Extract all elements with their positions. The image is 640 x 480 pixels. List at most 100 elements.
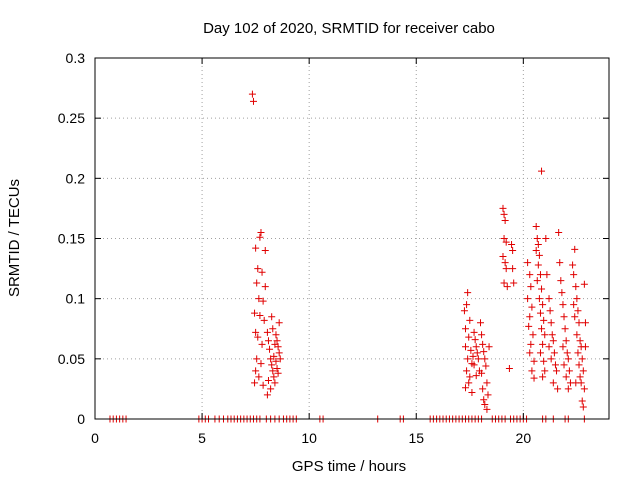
data-point-marker	[258, 340, 266, 348]
data-point-marker	[480, 396, 488, 404]
data-point-marker	[561, 325, 569, 333]
x-tick-label: 5	[198, 430, 206, 446]
data-point-marker	[563, 349, 571, 357]
data-point-marker	[560, 313, 568, 321]
data-point-marker	[530, 374, 538, 382]
data-point-marker	[249, 97, 257, 105]
data-point-marker	[534, 241, 542, 249]
data-point-marker	[500, 210, 508, 218]
data-point-marker	[472, 343, 480, 351]
data-point-marker	[540, 357, 548, 365]
data-point-marker	[477, 319, 484, 327]
data-point-marker	[470, 328, 478, 336]
data-point-marker	[569, 261, 577, 269]
data-point-marker	[575, 361, 583, 369]
y-tick-label: 0.25	[58, 110, 85, 126]
data-point-marker	[261, 283, 269, 291]
data-point-marker	[542, 235, 550, 242]
data-point-marker	[261, 247, 269, 255]
data-point-marker	[528, 367, 536, 375]
data-point-marker	[540, 316, 548, 324]
data-point-marker	[259, 381, 267, 389]
data-point-marker	[485, 343, 493, 351]
data-point-marker	[263, 391, 271, 399]
data-point-marker	[533, 235, 541, 242]
data-point-marker	[479, 340, 487, 348]
data-point-marker	[546, 307, 554, 315]
data-point-marker	[263, 328, 271, 336]
data-point-marker	[532, 247, 540, 255]
data-point-marker	[462, 343, 470, 351]
data-point-marker	[274, 369, 282, 377]
data-point-marker	[538, 167, 546, 175]
data-point-marker	[571, 313, 579, 321]
data-point-marker	[466, 316, 474, 324]
data-point-marker	[562, 337, 570, 345]
data-point-marker	[547, 319, 555, 327]
data-point-marker	[524, 259, 532, 267]
data-point-marker	[275, 319, 283, 327]
data-point-marker	[536, 309, 544, 317]
data-point-marker	[499, 253, 507, 261]
data-point-marker	[465, 379, 473, 387]
data-point-marker	[560, 361, 568, 369]
data-point-marker	[547, 355, 555, 363]
data-point-marker	[509, 247, 517, 255]
x-tick-label: 20	[516, 430, 532, 446]
data-point-marker	[481, 401, 489, 409]
data-point-marker	[534, 261, 542, 269]
data-point-marker	[484, 391, 492, 399]
data-point-marker	[575, 319, 583, 327]
data-point-marker	[549, 379, 557, 387]
y-tick-label: 0	[77, 411, 85, 427]
data-point-marker	[535, 295, 543, 303]
data-point-marker	[538, 325, 546, 333]
x-axis-label: GPS time / hours	[292, 458, 406, 475]
data-point-marker	[527, 283, 535, 291]
data-point-marker	[564, 385, 572, 393]
data-point-marker	[251, 379, 259, 387]
data-point-marker	[558, 289, 566, 297]
x-tick-label: 15	[408, 430, 424, 446]
data-point-marker	[465, 333, 473, 341]
data-point-marker	[463, 367, 471, 375]
data-point-marker	[463, 301, 471, 309]
data-point-marker	[254, 333, 262, 341]
data-point-marker	[556, 259, 564, 267]
y-tick-label: 0.15	[58, 231, 85, 247]
data-point-marker	[572, 283, 580, 291]
data-point-marker	[260, 316, 268, 324]
data-point-marker	[541, 331, 549, 339]
data-point-marker	[478, 331, 486, 339]
y-tick-label: 0.3	[66, 50, 86, 66]
data-point-marker	[253, 355, 261, 363]
data-point-marker	[272, 331, 280, 339]
data-point-marker	[545, 343, 553, 351]
data-point-marker	[502, 238, 510, 246]
data-point-marker	[271, 340, 279, 348]
y-tick-label: 0.05	[58, 351, 85, 367]
data-point-marker	[252, 328, 260, 336]
data-point-marker	[539, 373, 547, 381]
data-point-marker	[578, 397, 586, 405]
data-point-marker	[255, 373, 263, 381]
data-point-marker	[462, 384, 470, 392]
data-point-marker	[559, 343, 567, 351]
y-axis-label: SRMTID / TECUs	[6, 179, 23, 297]
data-point-marker	[251, 309, 259, 317]
data-point-marker	[524, 295, 532, 303]
data-point-marker	[543, 271, 551, 279]
data-point-marker	[256, 233, 264, 241]
data-point-marker	[255, 295, 263, 303]
data-point-marker	[529, 331, 537, 339]
data-point-marker	[460, 307, 468, 315]
data-point-marker	[467, 346, 475, 354]
axis-ticks: 0 5 10 15 20 0 0.05 0.1 0.15 0.2 0.25 0.3	[58, 50, 609, 446]
data-point-marker	[539, 340, 547, 348]
data-point-marker	[527, 340, 535, 348]
data-point-marker	[258, 268, 266, 276]
data-point-marker	[480, 348, 488, 356]
data-point-marker	[270, 352, 278, 360]
data-point-marker	[273, 337, 281, 345]
